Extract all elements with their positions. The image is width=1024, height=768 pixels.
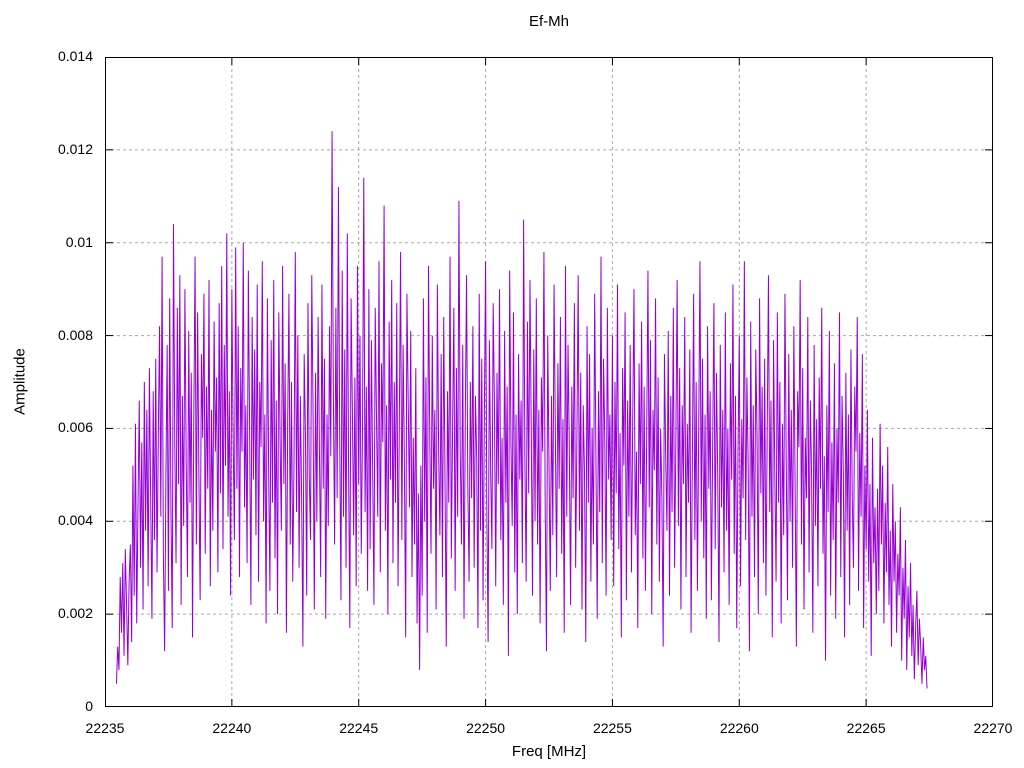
y-tick-label: 0.012 — [57, 140, 93, 157]
y-tick-label: 0.006 — [57, 419, 93, 436]
x-tick-label: 22265 — [846, 720, 886, 736]
y-tick-label: 0.002 — [57, 605, 93, 622]
plot-area — [105, 57, 993, 707]
x-tick-label: 22235 — [85, 720, 125, 736]
y-tick-label: 0.004 — [57, 512, 93, 529]
x-tick-label: 22260 — [719, 720, 759, 736]
chart-title: Ef-Mh — [528, 13, 569, 30]
data-series-line — [115, 131, 928, 689]
y-axis-label: Amplitude — [11, 348, 29, 415]
x-tick-label: 22240 — [212, 720, 252, 736]
y-tick-label: 0.014 — [57, 48, 93, 64]
x-tick-label: 22255 — [592, 720, 632, 736]
y-tick-label: 0.008 — [57, 326, 93, 343]
x-tick-label: 22250 — [466, 720, 506, 736]
x-tick-label: 22270 — [973, 720, 1013, 736]
x-axis-label: Freq [MHz] — [511, 743, 587, 760]
y-tick-label: 0 — [85, 698, 93, 714]
plot-border — [105, 57, 993, 707]
y-tick-label: 0.01 — [65, 233, 93, 250]
x-tick-label: 22245 — [339, 720, 379, 736]
